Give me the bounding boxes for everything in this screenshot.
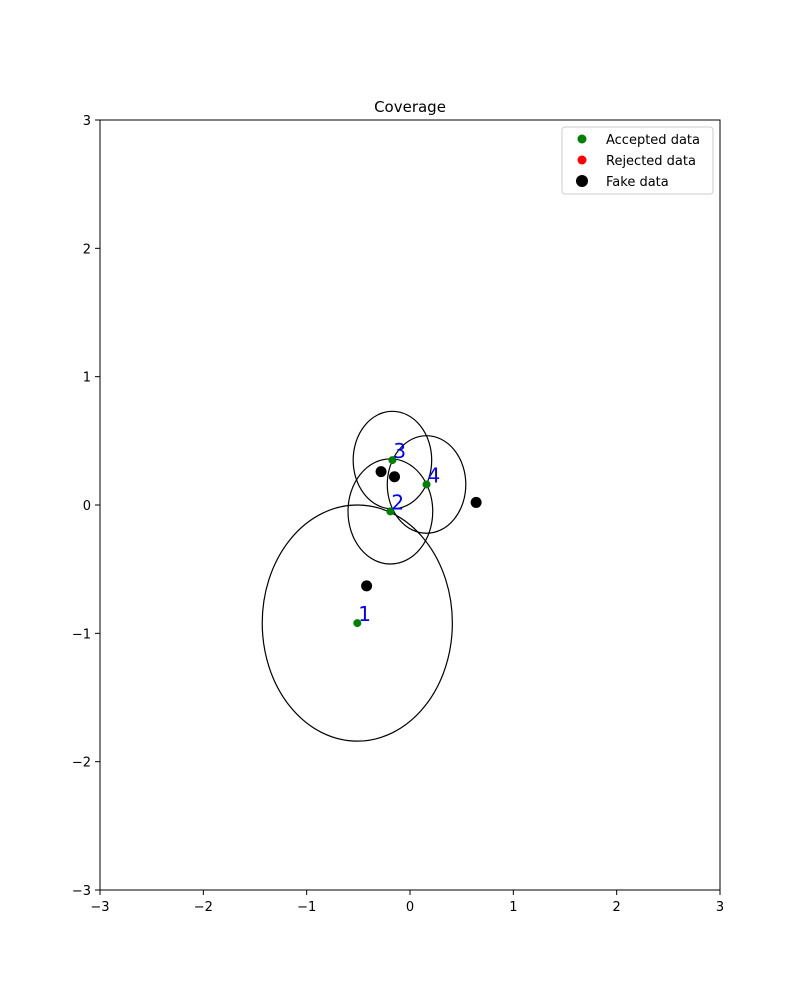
y-tick-label: 2 bbox=[83, 242, 91, 257]
point-label-3: 3 bbox=[393, 439, 406, 463]
fake-data-point-2 bbox=[389, 471, 400, 483]
legend-label: Fake data bbox=[606, 175, 669, 190]
x-tick-label: 1 bbox=[509, 900, 517, 915]
x-tick-label: −3 bbox=[90, 900, 109, 915]
legend-marker bbox=[576, 175, 588, 187]
legend-marker bbox=[577, 134, 587, 144]
legend: Accepted data Rejected data Fake data bbox=[561, 126, 714, 195]
y-tick-label: 3 bbox=[83, 114, 91, 129]
x-tick-label: 2 bbox=[613, 900, 621, 915]
x-tick-label: −2 bbox=[194, 900, 213, 915]
legend-label: Rejected data bbox=[606, 154, 696, 169]
x-tick-label: 3 bbox=[716, 900, 724, 915]
x-tick-label: 0 bbox=[406, 900, 414, 915]
point-label-2: 2 bbox=[391, 490, 404, 514]
accepted-data-point-1 bbox=[353, 619, 362, 628]
y-tick-label: −2 bbox=[72, 756, 91, 771]
legend-marker bbox=[577, 155, 587, 165]
legend-box bbox=[561, 126, 714, 195]
y-tick-label: −3 bbox=[72, 884, 91, 899]
axes-frame bbox=[99, 119, 721, 891]
fake-data-point-4 bbox=[361, 580, 373, 592]
fake-data-point-1 bbox=[375, 466, 387, 478]
point-label-1: 1 bbox=[358, 602, 371, 626]
x-tick-label: −1 bbox=[297, 900, 316, 915]
accepted-data-point-2 bbox=[386, 507, 395, 516]
chart-title: Coverage bbox=[374, 98, 446, 116]
y-tick-label: −1 bbox=[72, 627, 91, 642]
coverage-ellipse-4 bbox=[386, 435, 467, 534]
data-layer bbox=[261, 410, 482, 742]
point-label-4: 4 bbox=[428, 463, 441, 487]
legend-label: Accepted data bbox=[606, 133, 700, 148]
y-tick-label: 1 bbox=[83, 371, 91, 386]
fake-data-point-3 bbox=[470, 496, 482, 508]
accepted-data-point-4 bbox=[422, 480, 431, 489]
y-tick-label: 0 bbox=[83, 499, 91, 514]
accepted-data-point-3 bbox=[388, 456, 397, 465]
coverage-ellipse-1 bbox=[261, 504, 453, 742]
